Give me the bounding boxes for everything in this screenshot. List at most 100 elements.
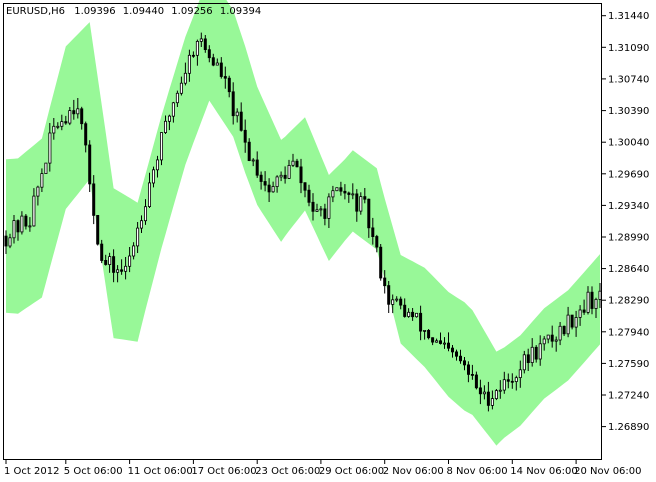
- candle-body-bull: [159, 132, 163, 161]
- candle: [100, 239, 104, 264]
- candle: [243, 119, 247, 153]
- candle-body-bear: [534, 346, 538, 360]
- price-tick-label: 1.30040: [608, 138, 649, 149]
- candle-body-bear: [203, 38, 207, 51]
- price-tick-label: 1.31440: [608, 11, 649, 22]
- candle: [379, 244, 383, 281]
- candle-body-bear: [343, 190, 347, 194]
- candle: [343, 184, 347, 200]
- candle: [120, 259, 124, 275]
- candle: [40, 168, 44, 192]
- candle-body-bear: [450, 347, 454, 353]
- candle-body-bear: [486, 391, 490, 406]
- candle: [530, 338, 534, 367]
- candle: [227, 75, 231, 98]
- symbol-label: EURUSD,H6: [6, 6, 65, 17]
- candle: [132, 242, 136, 260]
- time-tick-label: 17 Oct 06:00: [191, 466, 256, 477]
- candle-body-bull: [12, 220, 16, 239]
- candle-body-bear: [403, 304, 407, 317]
- candle: [494, 389, 498, 401]
- candle: [239, 102, 243, 132]
- candle-body-bear: [299, 166, 303, 184]
- candle-body-bull: [163, 120, 167, 134]
- candle-body-bull: [395, 298, 399, 301]
- candle-body-bear: [466, 364, 470, 375]
- candle-body-bull: [319, 208, 323, 211]
- candle-body-bull: [8, 237, 12, 247]
- candle: [486, 381, 490, 412]
- candle: [56, 122, 60, 130]
- candle-body-bull: [136, 227, 140, 247]
- candle-layer: [4, 32, 602, 412]
- candle: [502, 371, 506, 394]
- candle: [60, 114, 64, 131]
- candle: [454, 349, 458, 361]
- candle: [36, 185, 40, 206]
- candle: [574, 310, 578, 337]
- envelope-band: [6, 0, 600, 446]
- time-tick-label: 2 Nov 06:00: [383, 466, 444, 477]
- candle-body-bull: [291, 160, 295, 166]
- candle: [542, 336, 546, 351]
- candle-body-bear: [411, 311, 415, 318]
- candle-body-bear: [387, 285, 391, 305]
- candle: [183, 62, 187, 86]
- candle: [586, 286, 590, 315]
- candle-body-bear: [478, 387, 482, 395]
- candle: [139, 215, 143, 233]
- candle: [128, 247, 132, 273]
- candle: [427, 329, 431, 340]
- candle-body-bull: [32, 195, 36, 227]
- time-tick-label: 23 Oct 06:00: [255, 466, 320, 477]
- candle-body-bull: [435, 340, 439, 343]
- low-value: 1.09256: [171, 6, 212, 17]
- candle-body-bull: [391, 299, 395, 305]
- candle: [203, 35, 207, 53]
- candle: [147, 172, 151, 208]
- candle: [247, 138, 251, 162]
- candle: [263, 171, 267, 192]
- candle-body-bull: [195, 41, 199, 56]
- candle-body-bear: [80, 108, 84, 125]
- candle: [351, 183, 355, 200]
- candle-body-bull: [40, 173, 44, 188]
- candle: [570, 314, 574, 330]
- close-value: 1.09394: [220, 6, 261, 17]
- candle-body-bear: [347, 192, 351, 195]
- candle-body-bull: [279, 174, 283, 178]
- candle-body-bear: [431, 337, 435, 343]
- candle-body-bull: [56, 125, 60, 128]
- time-tick-label: 11 Oct 06:00: [128, 466, 193, 477]
- candle: [136, 222, 140, 253]
- candle-body-bull: [167, 115, 171, 122]
- price-tick-label: 1.26890: [608, 422, 649, 433]
- candle: [151, 166, 155, 188]
- price-tick-label: 1.27240: [608, 391, 649, 402]
- candle-body-bull: [490, 398, 494, 406]
- candle: [28, 217, 32, 232]
- candle: [367, 198, 371, 238]
- price-tick-label: 1.30390: [608, 106, 649, 117]
- candle-body-bull: [20, 215, 24, 233]
- candle: [590, 286, 594, 315]
- candle: [482, 385, 486, 400]
- candle-body-bull: [335, 187, 339, 192]
- candle: [223, 66, 227, 89]
- candle: [287, 159, 291, 179]
- time-tick-label: 29 Oct 06:00: [319, 466, 384, 477]
- candle-body-bear: [590, 291, 594, 309]
- candle-body-bear: [474, 374, 478, 389]
- price-tick-label: 1.27590: [608, 359, 649, 370]
- candle: [207, 45, 211, 63]
- candle-body-bull: [578, 309, 582, 318]
- candle-body-bear: [207, 49, 211, 59]
- candle-body-bear: [223, 76, 227, 79]
- candle-body-bull: [586, 291, 590, 313]
- candle: [395, 296, 399, 303]
- candle: [8, 233, 12, 249]
- candle: [518, 360, 522, 388]
- candle: [458, 349, 462, 364]
- candle: [219, 57, 223, 79]
